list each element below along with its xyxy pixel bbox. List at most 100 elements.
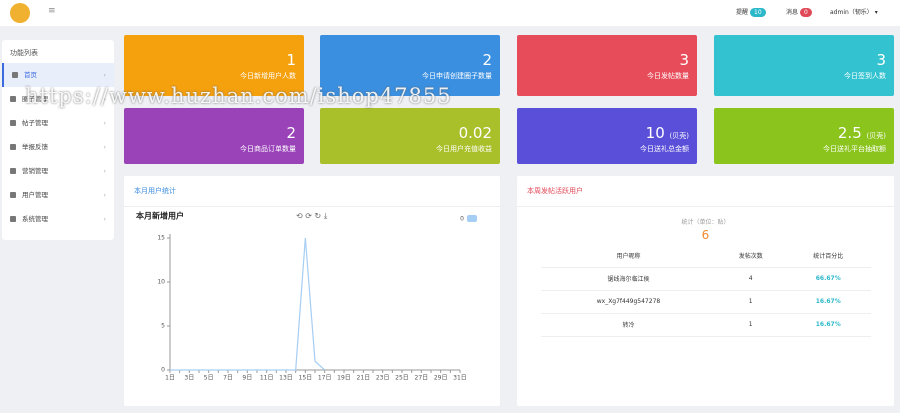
nav-item[interactable]: 首页 [2,63,114,87]
x-tick-label: 31日 [453,375,467,382]
active-panel: 本周发帖活跃用户 统计（单位：贴） 6 用户昵称 发帖次数 统计百分比 锯线海尔临江… [517,176,894,406]
col-header: 统计百分比 [785,244,871,268]
x-tick-label: 13日 [279,375,293,382]
legend-swatch [467,215,477,222]
x-tick-label: 7日 [223,375,233,382]
reminders-label: 提醒 [736,9,749,16]
x-tick-label: 15日 [299,375,313,382]
percent: 66.67% [785,267,871,291]
card-unit: (贝壳) [669,132,689,140]
y-tick-label: 10 [157,279,165,286]
stat-card: 2 今日申请创建圈子数量 [320,35,500,96]
card-label: 今日送礼总金额 [640,145,689,153]
user-panel: 本月用户统计 本月新增用户 ⟲ ⟳ ↻ ⤓ 0 5 10 15 1日 3日 5日 7日 9日 11… [124,176,500,406]
card-label: 今日发帖数量 [647,72,689,80]
chart-title: 本月新增用户 [135,211,184,221]
card-label: 今日申请创建圈子数量 [422,72,492,80]
x-tick-label: 5日 [204,375,214,382]
nav-item[interactable]: 帖子管理 [2,111,114,135]
stat-card: 1 今日新增用户人数 [124,35,304,96]
card-value: 3 [714,51,886,69]
y-tick-label: 5 [161,323,165,330]
user-nick: 转冷 [541,313,716,337]
x-tick-label: 3日 [184,375,194,382]
user-name: admin（韧乐） [830,9,873,16]
card-value: 3 [517,51,689,69]
x-tick-label: 19日 [337,375,351,382]
chart: 本月新增用户 ⟲ ⟳ ↻ ⤓ 0 5 10 15 1日 3日 5日 7日 9日 11日 13日 15日… [135,211,477,382]
user-menu[interactable]: admin（韧乐） ▾ [830,9,878,16]
stat-card: 3 今日签到人数 [714,35,894,96]
user-nick: 锯线海尔临江侯 [541,267,716,291]
x-tick-label: 11日 [260,375,274,382]
x-tick-label: 1日 [165,375,175,382]
legend-label: 0 [460,216,464,223]
nav-item[interactable]: 用户管理 [2,183,114,207]
card-number: 3 [876,51,886,69]
sidebar: 功能列表 首页 圈子管理 帖子管理 举报反馈 营销管理 用户管理 系统管理 [2,40,114,240]
reminders-count: 10 [750,8,766,17]
nav-item[interactable]: 举报反馈 [2,135,114,159]
card-label: 今日签到人数 [844,72,886,80]
card-label: 今日新增用户人数 [240,72,296,80]
x-tick-label: 17日 [318,375,332,382]
card-value: 1 [124,51,296,69]
card-value: 0.02 [320,124,492,142]
card-value: 10 (贝壳) [517,124,689,142]
col-header: 用户昵称 [541,244,716,268]
nav-item[interactable]: 系统管理 [2,207,114,231]
card-value: 2 [320,51,492,69]
stat-card: 2.5 (贝壳) 今日送礼平台抽取额 [714,108,894,164]
reminders[interactable]: 提醒 10 [736,7,766,17]
panel-header: 本月用户统计 [124,176,500,207]
card-number: 2.5 [837,124,862,142]
sidebar-title: 功能列表 [10,49,38,57]
post-count: 1 [715,290,786,314]
card-value: 2 [124,124,296,142]
stat-card: 0.02 今日用户充值收益 [320,108,500,164]
nav-item[interactable]: 营销管理 [2,159,114,183]
messages[interactable]: 消息 0 [786,7,812,17]
card-number: 10 [645,124,665,142]
line-series [170,237,326,371]
percent: 16.67% [785,290,871,314]
toolbox[interactable]: ⟲ ⟳ ↻ ⤓ [296,212,328,221]
card-label: 今日用户充值收益 [436,145,492,153]
table-header: 用户昵称 发帖次数 统计百分比 [541,244,871,268]
messages-label: 消息 [786,9,799,16]
watermark: https://www.huzhan.com/ishop47855 [25,84,452,108]
percent: 16.67% [785,313,871,337]
card-number: 1 [286,51,296,69]
stat-card: 3 今日发帖数量 [517,35,697,96]
stat-total: 6 [701,228,710,242]
x-tick-label: 21日 [357,375,371,382]
card-label: 今日商品订单数量 [240,145,296,153]
y-tick-label: 0 [161,367,165,374]
panel-header: 本周发帖活跃用户 [517,176,894,207]
x-tick-label: 9日 [242,375,252,382]
top-bar: ≡ 提醒 10 消息 0 admin（韧乐） ▾ [0,0,900,26]
messages-count: 0 [800,8,812,17]
post-count: 1 [715,313,786,337]
x-tick-label: 27日 [415,375,429,382]
x-tick-label: 29日 [434,375,448,382]
card-label: 今日送礼平台抽取额 [823,145,886,153]
card-unit: (贝壳) [866,132,886,140]
stat-label: 统计（单位：贴） [681,219,730,226]
table-row: wx_Xg7f449g547278 1 16.67% [541,290,871,314]
post-count: 4 [715,267,786,291]
table-row: 转冷 1 16.67% [541,313,871,337]
logo [10,3,30,23]
x-tick-label: 25日 [395,375,409,382]
card-value: 2.5 (贝壳) [714,124,886,142]
card-number: 2 [286,124,296,142]
nav-item[interactable]: 圈子管理 [2,87,114,111]
stat-card: 2 今日商品订单数量 [124,108,304,164]
menu-toggle[interactable]: ≡ [48,6,56,16]
y-tick-label: 15 [157,235,165,242]
x-tick-label: 23日 [376,375,390,382]
table-row: 锯线海尔临江侯 4 66.67% [541,267,871,291]
stat-card: 10 (贝壳) 今日送礼总金额 [517,108,697,164]
card-number: 3 [679,51,689,69]
